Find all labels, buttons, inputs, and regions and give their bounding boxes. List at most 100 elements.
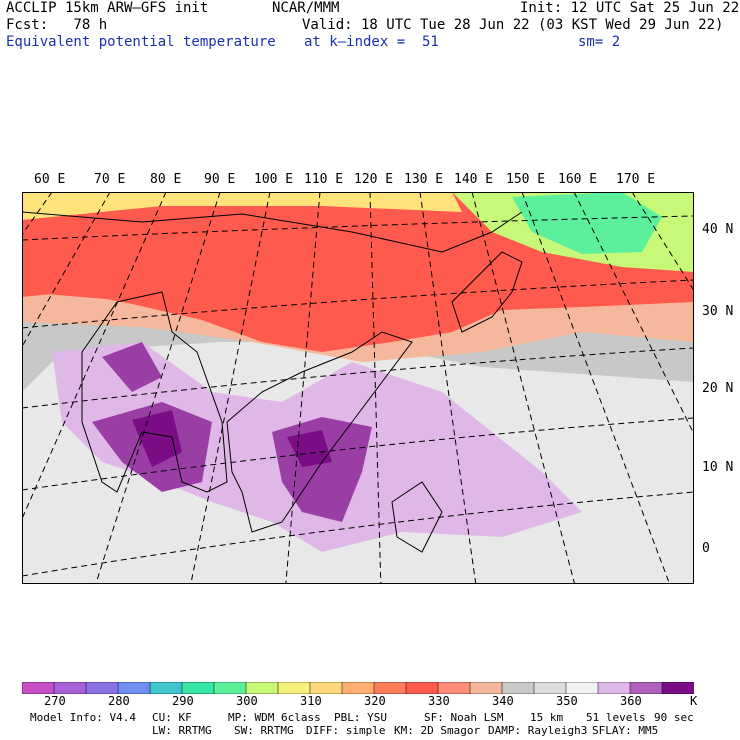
longitude-label: 140 E bbox=[454, 172, 494, 187]
colorbar-tick-label: 330 bbox=[428, 694, 450, 708]
colorbar-swatch bbox=[501, 682, 535, 694]
meridian-line bbox=[22, 192, 111, 348]
longitude-label: 170 E bbox=[616, 172, 656, 187]
colorbar-swatch bbox=[405, 682, 439, 694]
philippines-coast bbox=[391, 481, 443, 553]
colorbar bbox=[22, 682, 694, 694]
meridian-line bbox=[22, 192, 167, 520]
init-time: Init: 12 UTC Sat 25 Jun 22 bbox=[520, 0, 740, 16]
model-info-item: DIFF: simple bbox=[306, 724, 386, 737]
high-theta-e-region bbox=[22, 210, 694, 352]
forecast-hour: Fcst: 78 h bbox=[6, 17, 108, 33]
colorbar-swatch bbox=[149, 682, 183, 694]
meridian-line bbox=[285, 192, 321, 584]
valid-time: Valid: 18 UTC Tue 28 Jun 22 (03 KST Wed … bbox=[302, 17, 724, 33]
longitude-label: 80 E bbox=[150, 172, 182, 187]
colorbar-swatch bbox=[469, 682, 503, 694]
model-info-item: 51 levels bbox=[586, 711, 646, 724]
parallel-line bbox=[22, 215, 694, 241]
colorbar-swatch bbox=[533, 682, 567, 694]
colorbar-tick-label: 340 bbox=[492, 694, 514, 708]
latitude-label: 0 bbox=[702, 541, 710, 556]
indian-subcontinent-coast bbox=[81, 291, 228, 493]
meridian-line bbox=[95, 192, 221, 584]
longitude-label: 60 E bbox=[34, 172, 66, 187]
map-frame bbox=[22, 192, 694, 584]
colorbar-tick-label: 270 bbox=[44, 694, 66, 708]
colorbar-swatch bbox=[437, 682, 471, 694]
colorbar-swatch bbox=[565, 682, 599, 694]
parallel-line bbox=[22, 491, 694, 577]
south-china-sea-dark-core bbox=[287, 430, 332, 467]
colorbar-swatch bbox=[373, 682, 407, 694]
meridian-line bbox=[369, 192, 382, 584]
north-warm-band bbox=[22, 192, 462, 220]
latitude-label: 30 N bbox=[702, 304, 734, 319]
colorbar-tick-label: 360 bbox=[620, 694, 642, 708]
colorbar-swatch bbox=[629, 682, 663, 694]
model-info-item: LW: RRTMG bbox=[152, 724, 212, 737]
longitude-label: 100 E bbox=[254, 172, 294, 187]
colorbar-swatch bbox=[22, 682, 55, 694]
parallel-line bbox=[22, 347, 694, 409]
north-green-region bbox=[512, 192, 662, 254]
organization-label: NCAR/MMM bbox=[272, 0, 340, 16]
smoothing-label: sm= 2 bbox=[578, 34, 621, 50]
colorbar-tick-label: 320 bbox=[364, 694, 386, 708]
colorbar-tick-label: 300 bbox=[236, 694, 258, 708]
parallel-line bbox=[22, 417, 694, 491]
model-info-item: 90 sec bbox=[654, 711, 694, 724]
colorbar-tick-label: 290 bbox=[172, 694, 194, 708]
latitude-label: 10 N bbox=[702, 460, 734, 475]
japan-korea-coast bbox=[451, 251, 523, 333]
model-info-item: PBL: YSU bbox=[334, 711, 387, 724]
parallel-line bbox=[22, 279, 694, 329]
colorbar-swatch bbox=[85, 682, 119, 694]
colorbar-tick-label: 280 bbox=[108, 694, 130, 708]
colorbar-swatch bbox=[309, 682, 343, 694]
meridian-line bbox=[419, 192, 477, 584]
northern-borders bbox=[22, 211, 523, 253]
level-index: at k–index = 51 bbox=[304, 34, 439, 50]
model-info-item: SW: RRTMG bbox=[234, 724, 294, 737]
theta-e-map bbox=[22, 192, 694, 584]
northwest-india-purple bbox=[102, 342, 162, 392]
model-info-item: SFLAY: MM5 bbox=[592, 724, 659, 737]
colorbar-swatch bbox=[277, 682, 311, 694]
latitude-label: 40 N bbox=[702, 222, 734, 237]
colorbar-swatch bbox=[245, 682, 279, 694]
colorbar-tick-label: 310 bbox=[300, 694, 322, 708]
colorbar-swatch bbox=[661, 682, 694, 694]
bay-of-bengal-dark-core bbox=[132, 410, 182, 467]
colorbar-tick-label: 350 bbox=[556, 694, 578, 708]
field-name: Equivalent potential temperature bbox=[6, 34, 276, 50]
model-info-item: MP: WDM 6class bbox=[228, 711, 321, 724]
longitude-label: 150 E bbox=[506, 172, 546, 187]
meridian-line bbox=[471, 192, 576, 584]
longitude-label: 110 E bbox=[304, 172, 344, 187]
model-info-item: SF: Noah LSM bbox=[424, 711, 504, 724]
colorbar-swatch bbox=[53, 682, 87, 694]
latitude-label: 20 N bbox=[702, 381, 734, 396]
model-info-item: Model Info: V4.4 bbox=[30, 711, 136, 724]
model-info-item: KM: 2D Smagor bbox=[394, 724, 481, 737]
lat-lon-graticule bbox=[22, 192, 694, 584]
colorbar-unit: K bbox=[690, 694, 698, 708]
meridian-line bbox=[573, 192, 694, 436]
longitude-label: 70 E bbox=[94, 172, 126, 187]
colorbar-swatch bbox=[213, 682, 247, 694]
colorbar-swatch bbox=[341, 682, 375, 694]
longitude-label: 90 E bbox=[204, 172, 236, 187]
meridian-line bbox=[190, 192, 271, 584]
colorbar-swatch bbox=[181, 682, 215, 694]
colorbar-swatch bbox=[597, 682, 631, 694]
longitude-label: 160 E bbox=[558, 172, 598, 187]
model-title: ACCLIP 15km ARW–GFS init bbox=[6, 0, 209, 16]
colorbar-swatch bbox=[117, 682, 151, 694]
longitude-label: 120 E bbox=[354, 172, 394, 187]
model-info-item: CU: KF bbox=[152, 711, 192, 724]
southeast-asia-coast bbox=[226, 331, 413, 533]
model-info-item: 15 km bbox=[530, 711, 564, 724]
longitude-label: 130 E bbox=[404, 172, 444, 187]
model-info-item: DAMP: Rayleigh3 bbox=[488, 724, 588, 737]
